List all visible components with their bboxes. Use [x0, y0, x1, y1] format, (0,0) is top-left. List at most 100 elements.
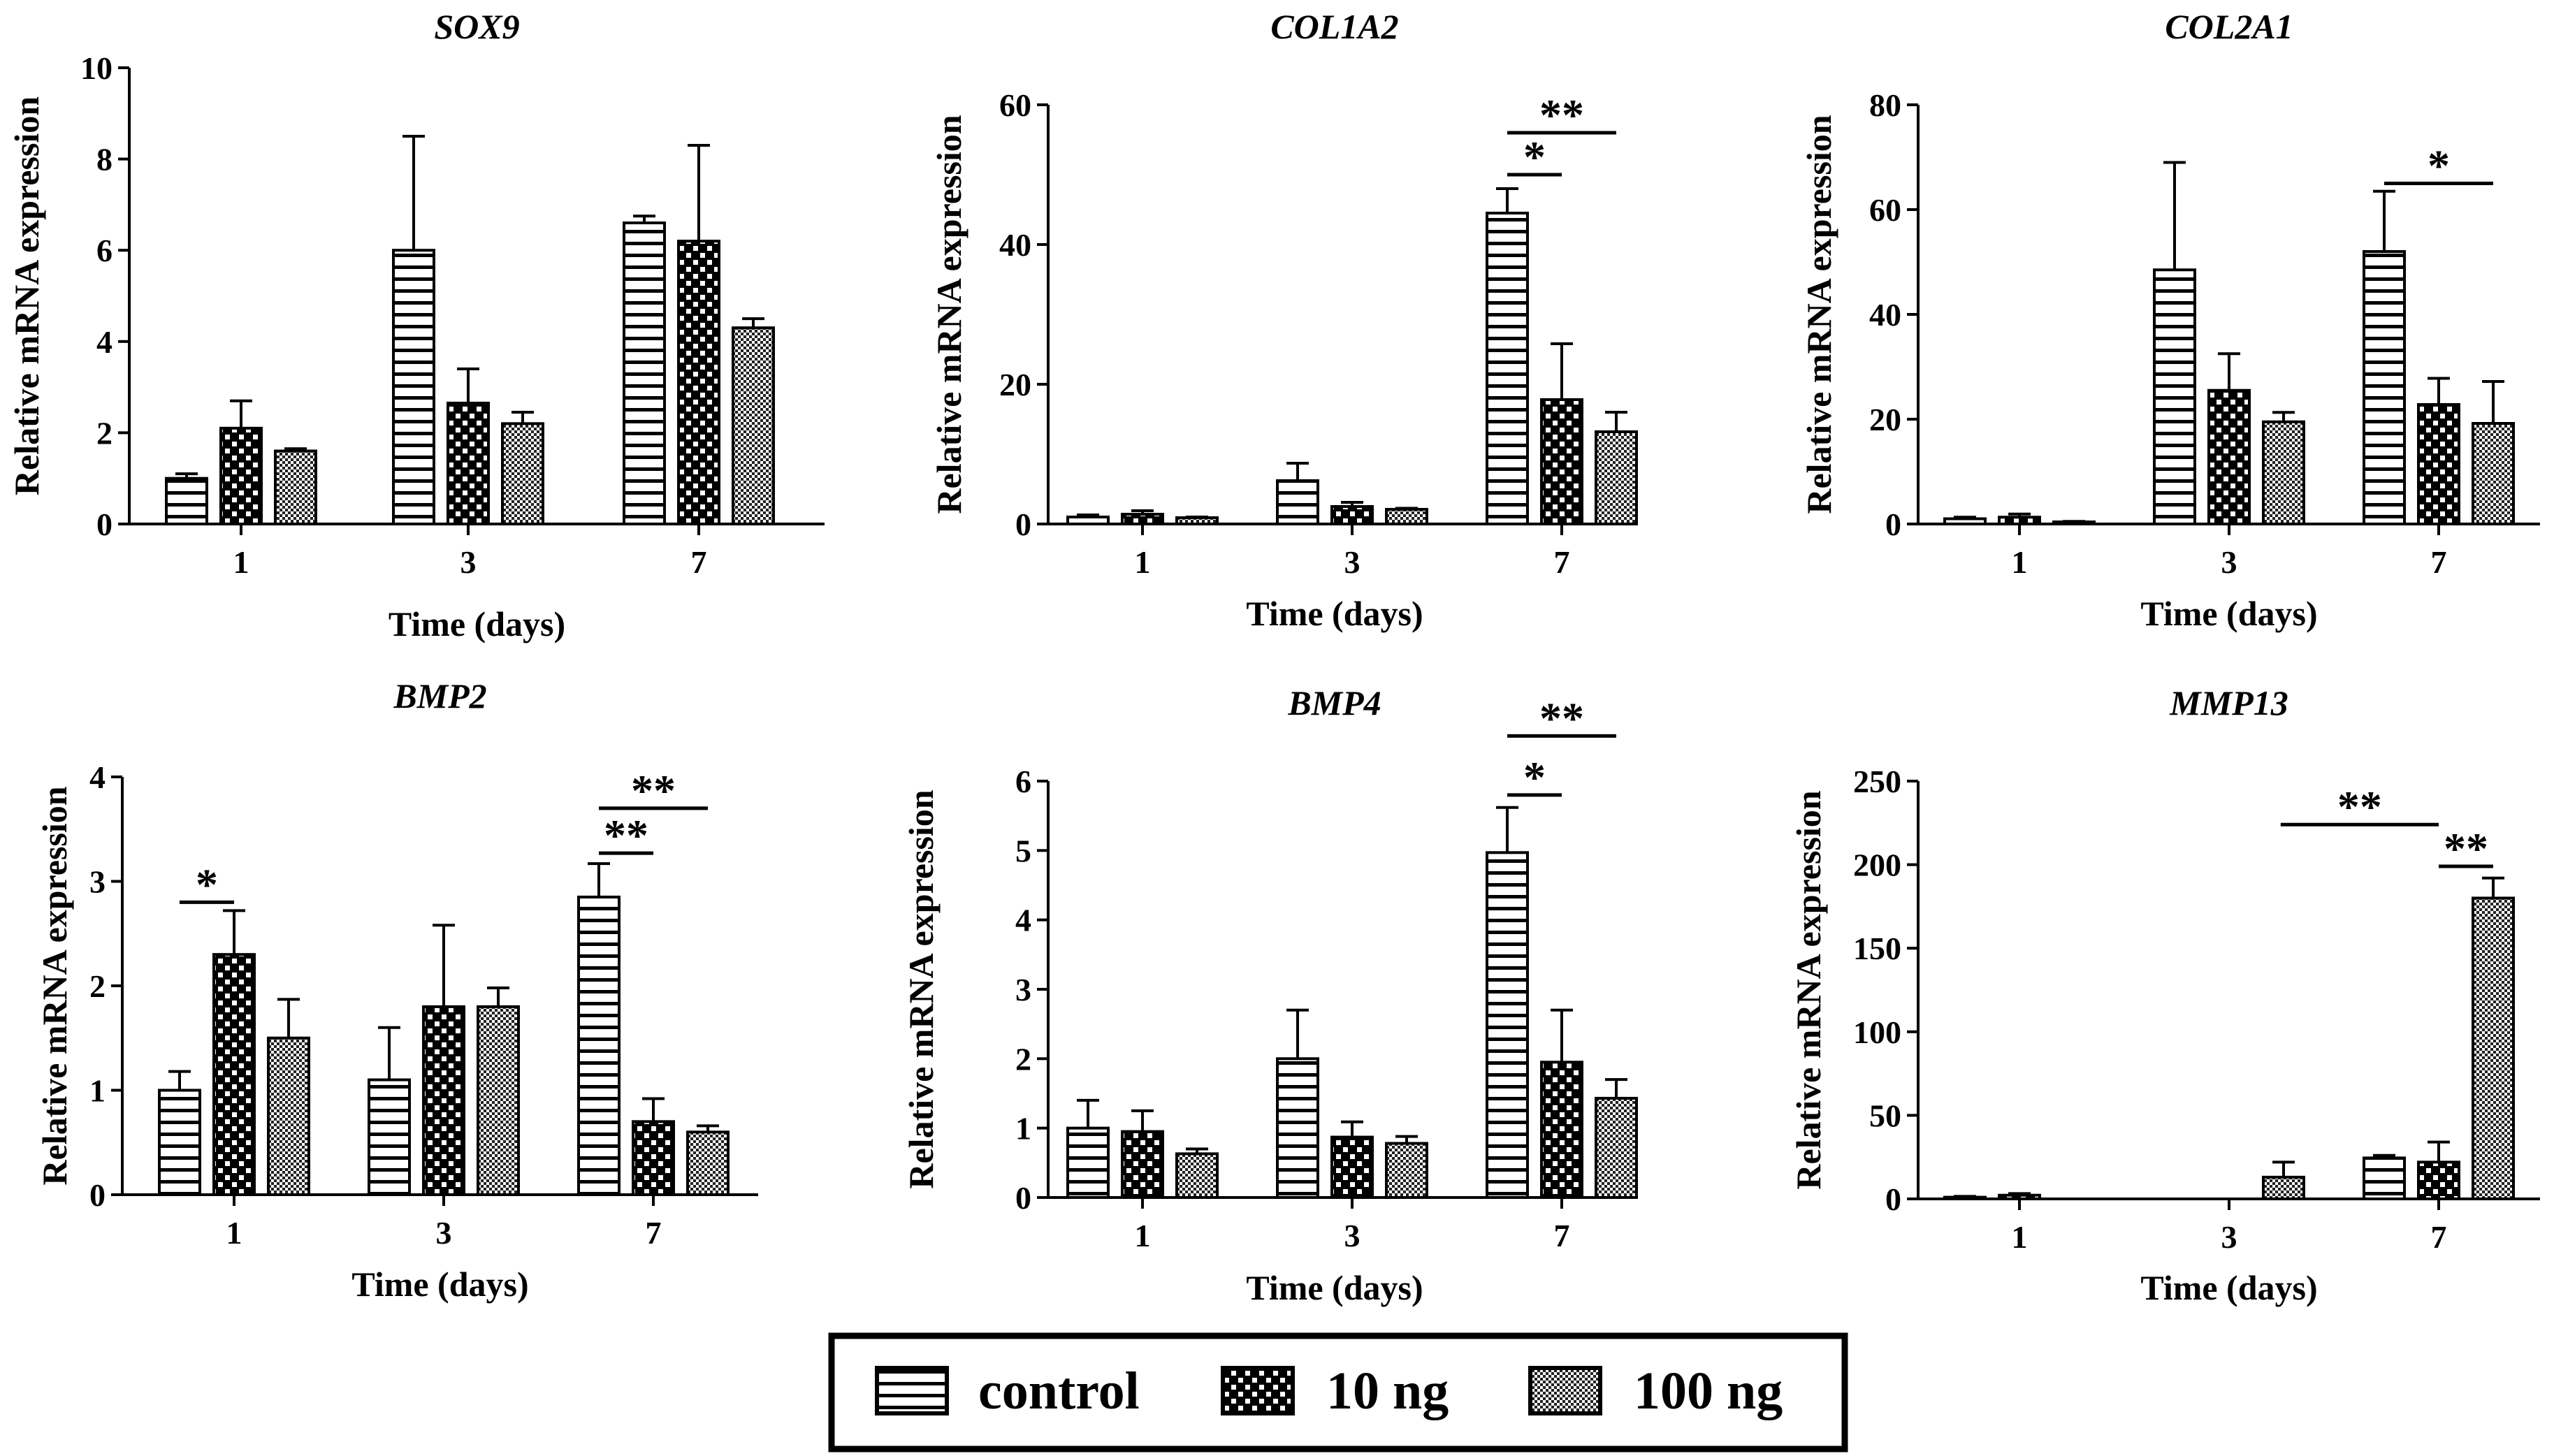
bar-control — [1276, 479, 1319, 525]
bar-100ng — [2472, 422, 2515, 525]
significance-label: * — [1523, 132, 1546, 182]
bar-100ng — [2262, 420, 2305, 525]
bar-100ng — [1595, 430, 1638, 525]
bar-10ng — [447, 401, 490, 526]
x-tick-label: 1 — [226, 1215, 242, 1251]
bar-10ng — [1330, 1135, 1374, 1199]
x-tick-label: 1 — [2012, 544, 2028, 580]
x-tick-label: 7 — [691, 544, 707, 580]
y-tick-label: 3 — [1015, 972, 1031, 1007]
y-tick-label: 0 — [1015, 1180, 1031, 1216]
x-tick-label: 3 — [1344, 1218, 1361, 1253]
bar-100ng — [686, 1130, 730, 1197]
bar-control — [158, 1089, 201, 1196]
y-tick-label: 1 — [1015, 1111, 1031, 1146]
bar-control — [1276, 1057, 1319, 1200]
y-tick-label: 2 — [96, 415, 113, 451]
y-tick-label: 80 — [1869, 87, 1901, 123]
legend-label-10ng: 10 ng — [1326, 1362, 1449, 1420]
x-tick-label: 1 — [1135, 544, 1151, 580]
legend-box: control 10 ng 100 ng — [828, 1332, 1848, 1453]
significance-label: ** — [604, 810, 648, 860]
significance-label: ** — [1539, 693, 1584, 743]
y-tick-label: 250 — [1853, 764, 1901, 799]
bar-control — [577, 895, 621, 1197]
y-tick-label: 20 — [1869, 402, 1901, 437]
bar-10ng — [1121, 1130, 1164, 1199]
bar-control — [1943, 517, 1987, 525]
chart-panel-bmp4: BMP4 Relative mRNA expression Time (days) 0… — [901, 683, 1638, 1307]
x-axis-label: Time (days) — [1246, 594, 1423, 633]
bar-control — [623, 221, 666, 525]
bar-10ng — [2207, 388, 2251, 525]
y-tick-label: 2 — [1015, 1041, 1031, 1077]
bar-10ng — [1121, 513, 1164, 525]
y-tick-label: 4 — [96, 324, 113, 360]
bar-control — [368, 1078, 411, 1197]
y-axis-label: Relative mRNA expression — [901, 789, 941, 1188]
y-tick-label: 0 — [89, 1177, 106, 1213]
x-tick-label: 7 — [1554, 1218, 1570, 1253]
y-tick-label: 200 — [1853, 847, 1901, 883]
y-axis-label: Relative mRNA expression — [35, 786, 74, 1185]
y-tick-label: 10 — [80, 50, 113, 86]
x-axis-label: Time (days) — [2140, 1268, 2317, 1307]
legend-swatch-control — [875, 1366, 949, 1415]
y-tick-label: 60 — [999, 87, 1031, 123]
y-tick-label: 20 — [999, 367, 1031, 402]
legend-swatch-100ng — [1528, 1366, 1602, 1415]
chart-panel-col2a1: COL2A1 Relative mRNA expression Time (days… — [1799, 7, 2540, 633]
chart-panel-sox9: SOX9 Relative mRNA expression Time (days) 0… — [7, 7, 825, 643]
significance-label: ** — [631, 766, 676, 815]
x-axis-label: Time (days) — [1246, 1268, 1423, 1307]
y-tick-label: 150 — [1853, 931, 1901, 966]
x-tick-label: 3 — [2221, 544, 2237, 580]
bar-10ng — [212, 953, 256, 1197]
y-axis-label: Relative mRNA expression — [929, 115, 968, 514]
y-axis-label: Relative mRNA expression — [1799, 115, 1838, 514]
bar-10ng — [219, 426, 263, 525]
chart-panel-col1a2: COL1A2 Relative mRNA expression Time (days… — [929, 7, 1638, 633]
bar-control — [165, 476, 208, 526]
bar-100ng — [501, 422, 544, 526]
y-axis-label: Relative mRNA expression — [7, 96, 46, 495]
y-tick-label: 3 — [89, 864, 106, 900]
legend-border — [828, 1332, 1848, 1453]
x-tick-label: 3 — [1344, 544, 1361, 580]
bar-10ng — [422, 1005, 465, 1197]
y-tick-label: 40 — [999, 227, 1031, 263]
y-tick-label: 60 — [1869, 192, 1901, 228]
y-axis-label: Relative mRNA expression — [1789, 790, 1828, 1189]
x-axis-label: Time (days) — [2140, 594, 2317, 633]
x-tick-label: 3 — [2221, 1219, 2237, 1255]
y-tick-label: 40 — [1869, 297, 1901, 333]
legend-label-100ng: 100 ng — [1634, 1362, 1783, 1420]
chart-panel-mmp13: MMP13 Relative mRNA expression Time (days)… — [1789, 683, 2540, 1307]
bar-10ng — [1540, 398, 1583, 525]
y-tick-label: 0 — [96, 507, 113, 542]
bar-100ng — [1175, 516, 1219, 525]
legend-swatch-10ng — [1221, 1366, 1295, 1415]
bar-100ng — [2262, 1175, 2305, 1201]
significance-label: * — [1523, 752, 1546, 802]
y-tick-label: 6 — [1015, 764, 1031, 799]
x-axis-label: Time (days) — [351, 1265, 528, 1304]
chart-panels: SOX9 Relative mRNA expression Time (days) 0… — [7, 7, 2540, 1307]
bar-control — [1066, 516, 1110, 525]
chart-title: BMP2 — [393, 676, 486, 715]
chart-title: MMP13 — [2169, 683, 2288, 722]
bar-10ng — [1540, 1061, 1583, 1200]
x-tick-label: 7 — [2431, 1219, 2447, 1255]
bar-100ng — [267, 1036, 310, 1196]
y-tick-label: 0 — [1885, 1181, 1901, 1217]
bar-100ng — [732, 326, 775, 525]
bar-100ng — [1595, 1096, 1638, 1200]
chart-title: COL2A1 — [2165, 7, 2293, 46]
chart-panel-bmp2: BMP2 Relative mRNA expression Time (days) 0… — [35, 676, 758, 1304]
bar-control — [1943, 1195, 1987, 1201]
x-tick-label: 7 — [646, 1215, 662, 1251]
x-tick-label: 1 — [2012, 1219, 2028, 1255]
bar-10ng — [2417, 403, 2460, 525]
bar-10ng — [1330, 505, 1374, 525]
